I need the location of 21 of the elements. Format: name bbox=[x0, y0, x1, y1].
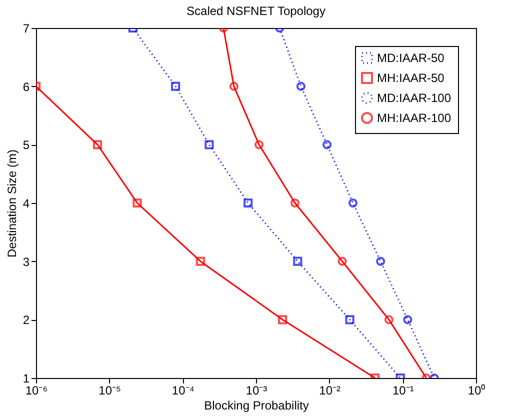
x-tick-label: 10⁻² bbox=[319, 384, 341, 398]
legend-label: MD:IAAR-50 bbox=[377, 51, 445, 65]
x-tick-label: 10⁻⁵ bbox=[98, 384, 122, 398]
y-tick-label: 4 bbox=[22, 196, 30, 210]
y-axis-title: Destination Size (m) bbox=[4, 149, 19, 258]
legend-label: MH:IAAR-100 bbox=[377, 111, 452, 125]
legend-label: MD:IAAR-100 bbox=[377, 91, 452, 105]
y-tick-label: 7 bbox=[22, 22, 30, 36]
x-tick-label: 10⁻⁶ bbox=[25, 384, 48, 398]
x-tick-label: 10⁻³ bbox=[246, 384, 268, 398]
x-tick-label: 10⁻⁴ bbox=[172, 384, 194, 398]
y-tick-label: 3 bbox=[22, 254, 30, 269]
x-axis-title: Blocking Probability bbox=[204, 398, 309, 412]
x-tick-label: 10⁰ bbox=[468, 384, 486, 398]
y-tick-label: 2 bbox=[22, 313, 30, 328]
y-tick-label: 5 bbox=[22, 138, 30, 152]
y-tick-label: 1 bbox=[22, 372, 30, 386]
chart-title: Scaled NSFNET Topology bbox=[186, 4, 326, 18]
x-tick-label: 10⁻¹ bbox=[392, 384, 414, 398]
legend-label: MH:IAAR-50 bbox=[377, 71, 445, 85]
y-tick-label: 6 bbox=[22, 80, 30, 94]
